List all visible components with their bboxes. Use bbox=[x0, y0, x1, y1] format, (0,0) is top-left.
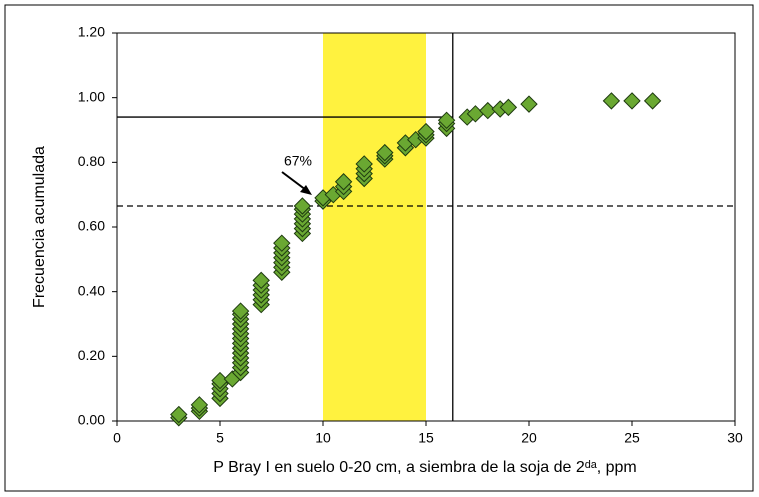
data-point bbox=[376, 143, 394, 162]
annotation-arrow bbox=[281, 171, 307, 191]
x-tick-label: 30 bbox=[727, 430, 743, 446]
y-tick-label: 1.00 bbox=[78, 88, 105, 104]
data-point bbox=[417, 122, 435, 141]
y-axis-title: Frecuencia acumulada bbox=[31, 146, 48, 308]
x-tick-label: 25 bbox=[624, 430, 640, 446]
data-point bbox=[170, 405, 188, 424]
data-point bbox=[520, 95, 538, 113]
y-tick-label: 0.20 bbox=[78, 347, 105, 363]
y-tick-label: 0.40 bbox=[78, 282, 105, 298]
y-tick-label: 1.20 bbox=[78, 24, 105, 40]
data-point bbox=[437, 111, 456, 130]
data-point bbox=[252, 271, 270, 290]
data-point bbox=[273, 234, 291, 252]
data-point bbox=[231, 302, 250, 320]
y-tick-label: 0.00 bbox=[78, 412, 105, 428]
data-point bbox=[623, 92, 641, 110]
data-point bbox=[334, 173, 353, 191]
data-point bbox=[643, 92, 662, 110]
highlight-band bbox=[323, 33, 426, 421]
data-point bbox=[499, 98, 518, 117]
x-axis-title: P Bray I en suelo 0-20 cm, a siembra de … bbox=[213, 459, 636, 476]
x-tick-label: 10 bbox=[315, 430, 331, 446]
x-tick-label: 15 bbox=[418, 430, 434, 446]
annotation-arrowhead bbox=[300, 185, 312, 195]
data-point bbox=[190, 396, 209, 414]
data-point bbox=[602, 92, 621, 110]
y-tick-label: 0.60 bbox=[78, 218, 105, 234]
x-tick-label: 20 bbox=[521, 430, 537, 446]
annotation: 67% bbox=[284, 153, 312, 169]
x-tick-label: 0 bbox=[113, 430, 121, 446]
x-tick-label: 5 bbox=[216, 430, 224, 446]
y-tick-label: 0.80 bbox=[78, 153, 105, 169]
data-point bbox=[293, 197, 312, 215]
data-point bbox=[355, 155, 373, 173]
